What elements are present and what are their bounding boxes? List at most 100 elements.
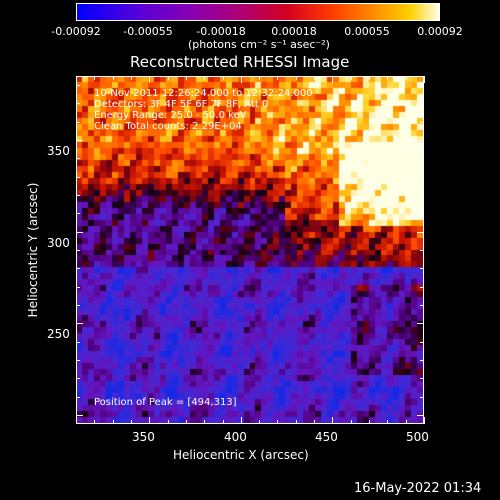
tick-mark [420,213,424,215]
tick-mark [76,176,80,178]
tick-mark [259,76,261,80]
tick-mark [295,76,297,80]
tick-mark [405,76,407,80]
energy-range-text: Energy Range: 25.0 - 50.0 keV [94,110,247,121]
tick-mark [149,76,151,83]
tick-mark [420,121,424,123]
heatmap-image [77,77,423,423]
tick-mark [76,140,83,142]
y-axis-title: Heliocentric Y (arcsec) [26,182,40,318]
tick-mark [112,420,114,424]
tick-mark [420,378,424,380]
tick-mark [295,420,297,424]
tick-mark [417,140,424,142]
detectors-text: Detectors: 3F 4F 5F 6F 7F 8F, Att 0 [94,99,269,110]
y-tick-label: 350 [47,144,70,158]
tick-mark [185,76,187,80]
tick-mark [420,268,424,270]
x-tick-label: 400 [224,430,247,444]
tick-mark [130,76,132,80]
tick-mark [76,359,80,361]
tick-mark [222,76,224,80]
tick-mark [332,417,334,424]
tick-mark [94,76,96,80]
tick-mark [76,85,80,87]
image-plot: 10-Nov-2011 12:26:24.000 to 12:32:24.000… [76,76,424,424]
tick-mark [76,420,77,424]
plot-title: Reconstructed RHESSI Image [130,53,350,71]
tick-mark [387,420,389,424]
tick-mark [240,417,242,424]
tick-mark [76,341,80,343]
tick-mark [350,76,352,80]
tick-mark [76,158,80,160]
tick-mark [277,420,279,424]
tick-mark [76,323,83,325]
tick-mark [76,121,80,123]
tick-mark [167,76,169,80]
tick-mark [420,250,424,251]
tick-mark [222,420,224,424]
tick-mark [420,103,424,105]
tick-mark [76,231,83,233]
tick-mark [420,85,424,87]
tick-mark [76,378,80,380]
x-tick-label: 350 [132,430,155,444]
tick-mark [369,76,371,80]
tick-mark [76,76,77,80]
tick-mark [417,323,424,325]
tick-mark [76,396,80,398]
tick-mark [420,341,424,343]
tick-mark [369,420,371,424]
tick-mark [387,76,389,80]
tick-mark [76,286,80,288]
tick-mark [277,76,279,80]
clean-counts-text: Clean Total counts: 2.29E+04 [94,121,242,132]
tick-mark [314,76,316,80]
colorbar-tick-label: -0.00055 [123,25,173,38]
tick-mark [420,304,424,306]
tick-mark [405,420,407,424]
tick-mark [149,417,151,424]
tick-mark [420,195,424,197]
colorbar-units: (photons cm⁻² s⁻¹ asec⁻²) [188,38,330,51]
tick-mark [314,420,316,424]
tick-mark [76,103,80,105]
tick-mark [332,76,334,83]
colorbar-tick-label: 0.00018 [271,25,317,38]
tick-mark [420,176,424,178]
colorbar-tick-label: 0.00092 [417,25,463,38]
tick-mark [424,76,425,83]
tick-mark [204,420,206,424]
tick-mark [420,286,424,288]
colorbar [76,3,440,21]
tick-mark [76,268,80,270]
y-tick-label: 300 [47,236,70,250]
x-axis-title: Heliocentric X (arcsec) [173,448,309,462]
tick-mark [424,417,425,424]
tick-mark [76,195,80,197]
tick-mark [417,231,424,233]
tick-mark [76,414,83,416]
tick-mark [167,420,169,424]
colorbar-tick-label: 0.00055 [344,25,390,38]
peak-position-text: Position of Peak = [494,313] [94,397,237,408]
tick-mark [76,250,80,251]
tick-mark [204,76,206,80]
tick-mark [420,359,424,361]
y-tick-label: 250 [47,327,70,341]
tick-mark [76,213,80,215]
tick-mark [112,76,114,80]
tick-mark [259,420,261,424]
footer-timestamp: 16-May-2022 01:34 [354,481,482,496]
colorbar-tick-label: -0.00018 [196,25,246,38]
tick-mark [417,414,424,416]
tick-mark [420,158,424,160]
tick-mark [94,420,96,424]
colorbar-tick-label: -0.00092 [51,25,101,38]
tick-mark [185,420,187,424]
tick-mark [130,420,132,424]
tick-mark [420,396,424,398]
time-range-text: 10-Nov-2011 12:26:24.000 to 12:32:24.000 [94,88,313,99]
x-tick-label: 450 [315,430,338,444]
